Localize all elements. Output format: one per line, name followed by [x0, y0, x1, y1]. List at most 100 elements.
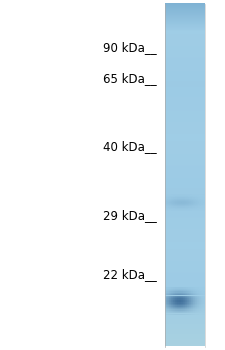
Bar — [173, 203, 174, 204]
Bar — [179, 290, 180, 291]
Bar — [185, 298, 186, 300]
Bar — [175, 300, 176, 301]
Bar — [172, 205, 173, 206]
Bar — [172, 312, 173, 314]
Bar — [175, 287, 176, 288]
Bar — [189, 204, 190, 205]
Bar — [182, 205, 183, 206]
Bar — [173, 197, 174, 198]
Bar — [172, 202, 173, 203]
Bar — [189, 289, 190, 290]
Bar — [187, 308, 188, 309]
Bar — [177, 210, 178, 211]
Bar — [189, 194, 190, 195]
Bar — [199, 200, 200, 201]
Bar — [172, 297, 173, 298]
Bar — [185, 202, 186, 203]
Bar — [189, 209, 190, 210]
Bar — [165, 307, 166, 308]
Bar — [167, 307, 168, 308]
Bar — [194, 290, 195, 291]
Bar — [168, 295, 169, 297]
Bar — [177, 194, 178, 195]
Bar — [178, 305, 179, 307]
Bar — [186, 304, 187, 305]
Bar — [191, 295, 192, 297]
Bar — [165, 209, 166, 210]
Bar — [200, 290, 201, 291]
Bar — [195, 206, 196, 208]
Bar — [188, 209, 189, 210]
Bar — [191, 298, 192, 300]
Bar — [198, 293, 199, 294]
Bar — [199, 195, 200, 196]
Bar — [166, 308, 167, 309]
Bar — [203, 290, 204, 291]
Bar — [170, 202, 171, 203]
Bar — [166, 210, 167, 211]
Bar — [184, 301, 185, 302]
Bar — [180, 290, 181, 291]
Bar — [171, 198, 172, 200]
Bar — [202, 205, 203, 206]
Bar — [174, 287, 175, 288]
Bar — [166, 301, 167, 302]
Bar — [182, 208, 183, 209]
Bar — [195, 202, 196, 203]
Bar — [165, 201, 166, 202]
Bar — [200, 297, 201, 298]
Bar — [199, 301, 200, 302]
Bar — [192, 314, 193, 315]
Bar — [195, 297, 196, 298]
Bar — [185, 300, 186, 301]
Bar — [178, 289, 179, 290]
Bar — [196, 195, 197, 196]
Bar — [193, 195, 194, 196]
Bar — [175, 289, 176, 290]
Bar — [202, 195, 203, 196]
Bar — [201, 311, 202, 312]
Bar — [180, 203, 181, 204]
Bar — [184, 302, 185, 304]
Bar — [182, 210, 183, 211]
Bar — [177, 308, 178, 309]
Bar — [169, 200, 170, 201]
Bar — [175, 297, 176, 298]
Bar — [180, 295, 181, 297]
Bar — [179, 287, 180, 288]
Bar — [191, 304, 192, 305]
Bar — [204, 292, 205, 293]
Bar — [199, 290, 200, 291]
Bar — [179, 297, 180, 298]
Bar — [176, 209, 177, 210]
Bar — [165, 308, 166, 309]
Bar — [192, 300, 193, 301]
Bar — [197, 309, 198, 311]
Bar — [177, 196, 178, 197]
Bar — [200, 194, 201, 195]
Bar — [196, 203, 197, 204]
Bar — [188, 300, 189, 301]
Bar — [188, 312, 189, 314]
Bar — [188, 203, 189, 204]
Bar — [186, 208, 187, 209]
Bar — [190, 308, 191, 309]
Bar — [193, 307, 194, 308]
Bar — [199, 305, 200, 307]
Bar — [177, 307, 178, 308]
Bar — [172, 311, 173, 312]
Bar — [167, 295, 168, 297]
Bar — [185, 200, 186, 201]
Bar — [181, 300, 182, 301]
Bar — [176, 208, 177, 209]
Bar — [165, 210, 166, 211]
Bar — [168, 312, 169, 314]
Bar — [190, 305, 191, 307]
Bar — [177, 300, 178, 301]
Bar — [197, 204, 198, 205]
Bar — [168, 297, 169, 298]
Bar — [176, 201, 177, 202]
Bar — [167, 292, 168, 293]
Bar — [165, 294, 166, 295]
Bar — [166, 293, 167, 294]
